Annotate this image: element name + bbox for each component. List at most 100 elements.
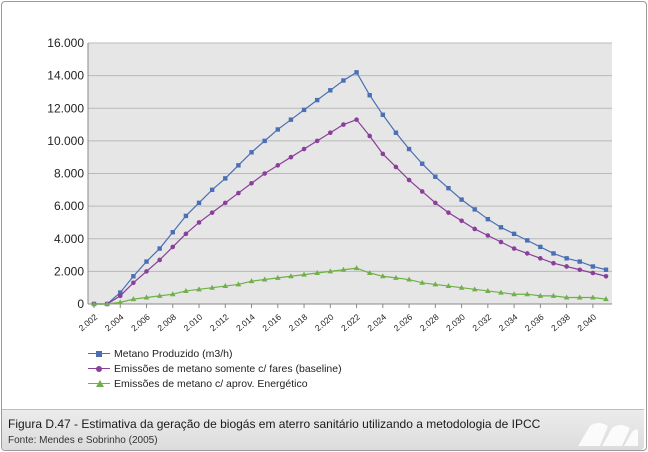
data-point bbox=[275, 127, 280, 132]
x-tick-label: 2.038 bbox=[549, 312, 572, 334]
data-point bbox=[196, 200, 202, 206]
data-point bbox=[537, 292, 544, 298]
x-tick-label: 2.008 bbox=[155, 312, 178, 334]
data-point bbox=[314, 97, 320, 103]
data-point bbox=[301, 146, 307, 152]
data-point bbox=[406, 177, 412, 183]
x-tick-label: 2.006 bbox=[129, 312, 152, 334]
data-point bbox=[577, 267, 583, 273]
data-point bbox=[551, 260, 556, 266]
x-tick-label: 2.028 bbox=[418, 312, 441, 334]
data-point bbox=[366, 270, 373, 276]
data-point bbox=[498, 239, 504, 245]
data-point bbox=[353, 265, 360, 271]
data-point bbox=[236, 190, 241, 196]
data-point bbox=[590, 294, 596, 300]
data-point bbox=[209, 210, 215, 215]
data-point bbox=[340, 266, 347, 272]
data-point bbox=[117, 299, 124, 305]
y-tick-label: 2.000 bbox=[54, 264, 84, 278]
caption-source: Fonte: Mendes e Sobrinho (2005) bbox=[8, 435, 158, 446]
data-point bbox=[380, 273, 386, 279]
data-point bbox=[603, 273, 609, 279]
data-point bbox=[550, 292, 557, 298]
data-point bbox=[433, 174, 438, 179]
data-point bbox=[419, 279, 426, 285]
data-point bbox=[327, 268, 334, 274]
legend: Metano Produzido (m3/h) Emissões de metan… bbox=[88, 346, 342, 391]
x-tick-label: 2.022 bbox=[339, 312, 362, 334]
data-point bbox=[393, 274, 399, 280]
data-point bbox=[288, 273, 294, 279]
data-point bbox=[458, 284, 465, 290]
data-point bbox=[222, 200, 228, 206]
data-point bbox=[183, 287, 189, 293]
caption-title: Figura D.47 - Estimativa da geração de b… bbox=[8, 417, 541, 431]
x-tick-label: 2.036 bbox=[523, 312, 546, 334]
data-point bbox=[406, 146, 412, 152]
data-point bbox=[341, 78, 346, 83]
data-point bbox=[157, 246, 162, 251]
data-point bbox=[472, 226, 478, 232]
x-tick-label: 2.002 bbox=[77, 312, 100, 334]
legend-item: Emissões de metano somente c/ fares (bas… bbox=[88, 361, 342, 376]
data-point bbox=[576, 294, 583, 300]
data-point bbox=[156, 292, 163, 298]
data-point bbox=[524, 251, 530, 256]
data-point bbox=[196, 220, 202, 225]
data-point bbox=[118, 290, 123, 295]
data-point bbox=[131, 280, 136, 286]
decorative-ribbon-icon bbox=[578, 423, 638, 446]
data-point bbox=[222, 283, 229, 289]
x-tick-label: 2.024 bbox=[365, 312, 388, 334]
y-tick-label: 4.000 bbox=[54, 232, 84, 246]
data-point bbox=[261, 276, 268, 282]
data-point bbox=[367, 133, 372, 139]
data-point bbox=[538, 244, 543, 250]
data-point bbox=[459, 218, 464, 224]
data-point bbox=[498, 289, 504, 295]
data-point bbox=[248, 278, 255, 284]
data-point bbox=[235, 281, 242, 287]
data-point bbox=[301, 271, 307, 277]
legend-key bbox=[88, 364, 110, 374]
data-point bbox=[471, 286, 478, 292]
data-point bbox=[564, 256, 569, 261]
data-point bbox=[485, 216, 491, 222]
legend-key bbox=[88, 349, 110, 359]
y-tick-label: 16.000 bbox=[47, 36, 84, 50]
data-point bbox=[590, 270, 596, 276]
legend-item: Emissões de metano c/ aprov. Energético bbox=[88, 376, 342, 391]
data-point bbox=[472, 207, 477, 212]
data-point bbox=[236, 163, 241, 168]
data-point bbox=[328, 130, 333, 136]
data-point bbox=[170, 244, 176, 250]
data-point bbox=[538, 256, 543, 261]
x-tick-label: 2.012 bbox=[208, 312, 231, 334]
y-tick-label: 6.000 bbox=[54, 199, 84, 213]
data-point bbox=[144, 259, 149, 264]
data-point bbox=[249, 180, 254, 186]
data-point bbox=[262, 171, 267, 176]
y-tick-label: 10.000 bbox=[47, 134, 84, 148]
data-point bbox=[603, 296, 609, 302]
x-tick-label: 2.034 bbox=[497, 312, 520, 334]
data-point bbox=[406, 276, 412, 282]
data-point bbox=[380, 112, 386, 117]
x-tick-label: 2.016 bbox=[260, 312, 283, 334]
data-point bbox=[446, 210, 451, 215]
legend-label: Metano Produzido (m3/h) bbox=[114, 347, 233, 360]
legend-label: Emissões de metano c/ aprov. Energético bbox=[114, 377, 308, 390]
data-point bbox=[209, 284, 215, 290]
data-point bbox=[563, 294, 570, 300]
data-point bbox=[130, 296, 137, 302]
data-point bbox=[169, 291, 176, 297]
y-tick-label: 8.000 bbox=[54, 167, 84, 181]
line-chart: 0 2.000 4.000 6.000 8.000 10.000 12.000 14.000 1… bbox=[47, 36, 612, 334]
x-tick-label: 2.010 bbox=[182, 312, 205, 334]
x-tick-label: 2.040 bbox=[575, 312, 598, 334]
x-tick-label: 2.004 bbox=[103, 312, 126, 334]
data-point bbox=[393, 164, 399, 170]
data-point bbox=[288, 154, 294, 160]
series-line bbox=[94, 71, 607, 305]
